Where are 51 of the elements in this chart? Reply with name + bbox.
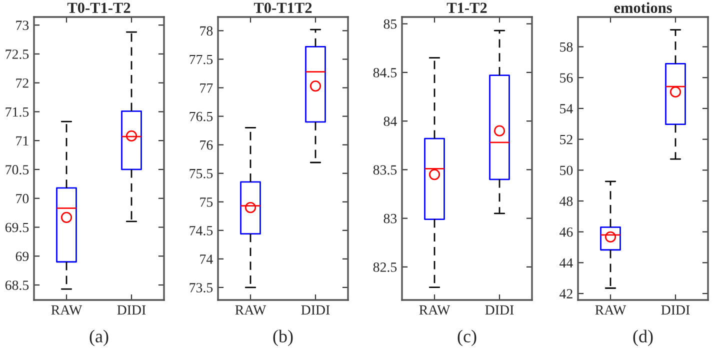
y-tick-label: 52 — [560, 134, 572, 144]
x-tick-label: RAW — [51, 305, 82, 315]
y-tick-label: 83.5 — [373, 165, 397, 175]
y-tick-label: 69.5 — [5, 222, 29, 232]
y-tick-label: 76.5 — [190, 112, 213, 122]
y-tick-label: 70.5 — [6, 165, 29, 174]
y-tick-label: 75.5 — [190, 169, 213, 178]
y-tick-label: 42 — [560, 289, 572, 298]
x-tick-label: RAW — [595, 305, 626, 315]
y-tick-label: 82.5 — [373, 262, 397, 272]
y-tick-label: 76 — [200, 140, 213, 150]
x-tick-label: DIDI — [301, 305, 330, 315]
x-tick-label: DIDI — [117, 305, 146, 315]
x-tick-label: RAW — [235, 305, 266, 315]
y-tick-label: 83 — [384, 214, 397, 224]
y-tick-label: 50 — [560, 166, 573, 176]
y-tick-label: 68.5 — [5, 280, 29, 290]
y-tick-label: 46 — [560, 227, 573, 237]
text: (b) — [273, 330, 293, 346]
y-tick-label: 69 — [16, 252, 29, 262]
y-tick-label: 70 — [16, 194, 29, 204]
y-tick-label: 58 — [560, 42, 573, 52]
y-tick-label: 72.5 — [6, 50, 29, 59]
y-tick-label: 84 — [384, 116, 397, 126]
chart-title: T0-T1T2 — [254, 2, 312, 13]
y-tick-label: 73 — [16, 20, 29, 30]
y-tick-label: 48 — [560, 196, 573, 206]
chart-title: emotions — [614, 2, 672, 13]
y-tick-label: 54 — [560, 104, 573, 114]
x-tick-label: DIDI — [661, 305, 690, 315]
x-tick-label: DIDI — [485, 305, 514, 315]
text: (d) — [633, 330, 653, 346]
y-tick-label: 77.5 — [190, 54, 213, 64]
y-tick-label: 77 — [200, 83, 213, 93]
chart-title: T1-T2 — [446, 2, 487, 13]
text: (a) — [90, 330, 108, 346]
y-tick-label: 78 — [200, 26, 213, 36]
chart-title: T0-T1-T2 — [67, 2, 130, 13]
y-tick-label: 72 — [16, 78, 28, 88]
y-tick-label: 74 — [200, 254, 213, 264]
text: (c) — [458, 330, 476, 346]
y-tick-label: 84.5 — [373, 68, 397, 78]
y-tick-label: 44 — [560, 258, 573, 268]
y-tick-label: 85 — [384, 19, 397, 29]
y-tick-label: 56 — [560, 73, 573, 83]
y-tick-label: 73.5 — [190, 283, 213, 292]
y-tick-label: 71.5 — [6, 107, 29, 117]
y-tick-label: 71 — [16, 136, 28, 146]
x-tick-label: RAW — [419, 305, 450, 315]
y-tick-label: 75 — [200, 198, 213, 207]
y-tick-label: 74.5 — [190, 226, 213, 236]
